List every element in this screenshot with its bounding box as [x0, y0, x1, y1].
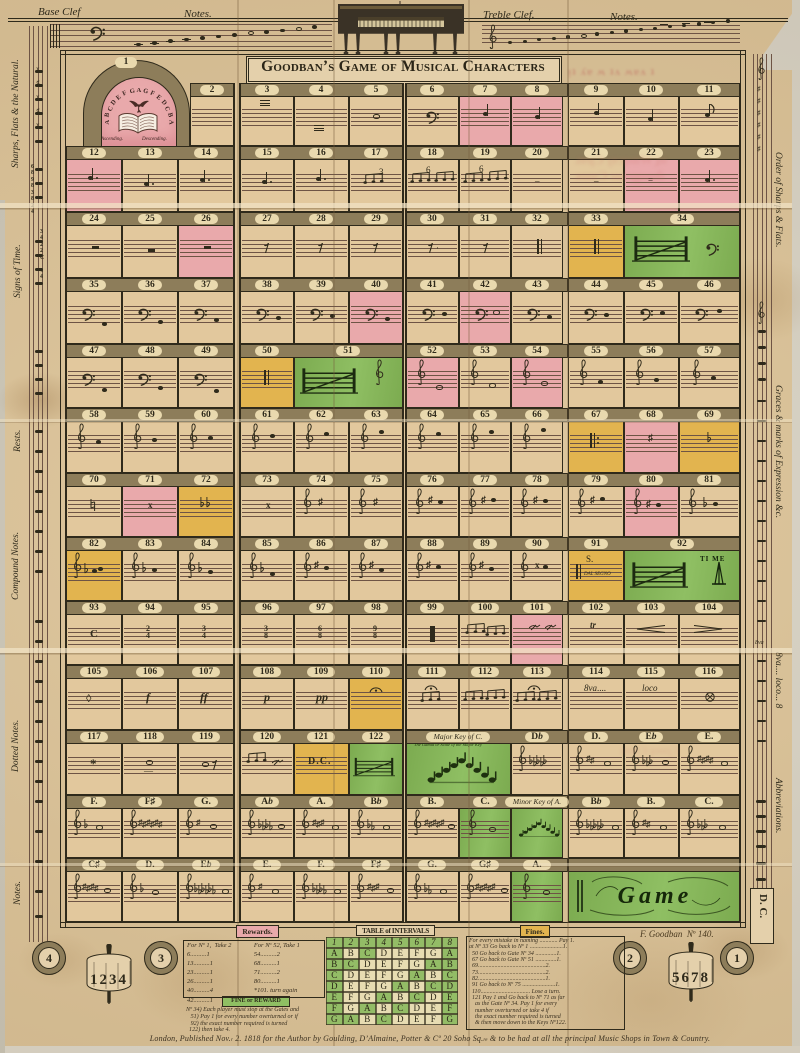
svg-text:5678: 5678: [672, 970, 710, 986]
svg-text:1234: 1234: [90, 972, 128, 988]
svg-text:Game: Game: [618, 883, 693, 909]
